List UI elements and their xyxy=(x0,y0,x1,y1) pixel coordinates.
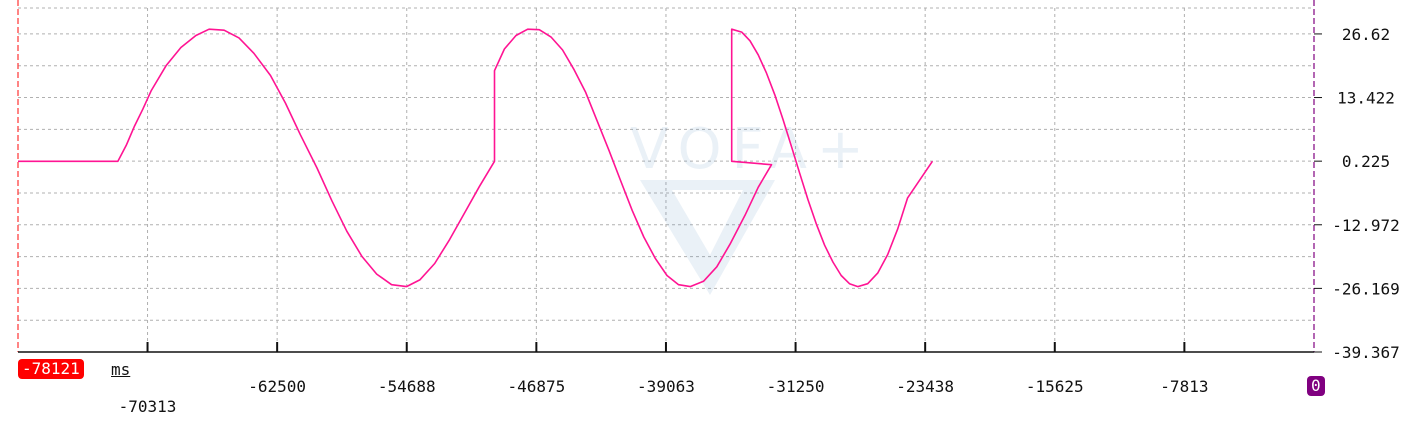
y-axis: 26.62 13.422 0.225 -12.972 -26.169 -39.367 xyxy=(1314,25,1400,362)
series-layer xyxy=(18,28,934,288)
x-tick-label: -15625 xyxy=(1026,377,1084,396)
cursor-layer xyxy=(17,0,1315,352)
x-tick-label: -70313 xyxy=(119,397,177,416)
x-axis: -70313 -62500 -54688 -46875 -39063 -31250 -234… xyxy=(18,342,1314,416)
x-tick-label: -7813 xyxy=(1160,377,1208,396)
y-tick-label: 13.422 xyxy=(1337,89,1395,108)
start-cursor-badge[interactable]: -78121 xyxy=(18,359,84,379)
x-tick-label: -23438 xyxy=(896,377,954,396)
x-tick-label: -54688 xyxy=(378,377,436,396)
watermark-logo xyxy=(640,180,775,295)
x-tick-label: -62500 xyxy=(248,377,306,396)
vofa-watermark: VOFA+ xyxy=(630,117,874,295)
series-line-0 xyxy=(18,28,934,288)
x-tick-label: -39063 xyxy=(637,377,695,396)
end-cursor-badge[interactable]: 0 xyxy=(1307,376,1325,396)
y-tick-label: -12.972 xyxy=(1332,216,1399,235)
x-tick-label: -46875 xyxy=(507,377,565,396)
x-unit-label: ms xyxy=(111,360,131,379)
y-tick-label: 26.62 xyxy=(1342,25,1390,44)
y-tick-label: 0.225 xyxy=(1342,152,1390,171)
y-tick-label: -39.367 xyxy=(1332,343,1399,362)
y-tick-label: -26.169 xyxy=(1332,279,1399,298)
x-tick-label: -31250 xyxy=(767,377,825,396)
watermark-text: VOFA+ xyxy=(630,117,874,182)
